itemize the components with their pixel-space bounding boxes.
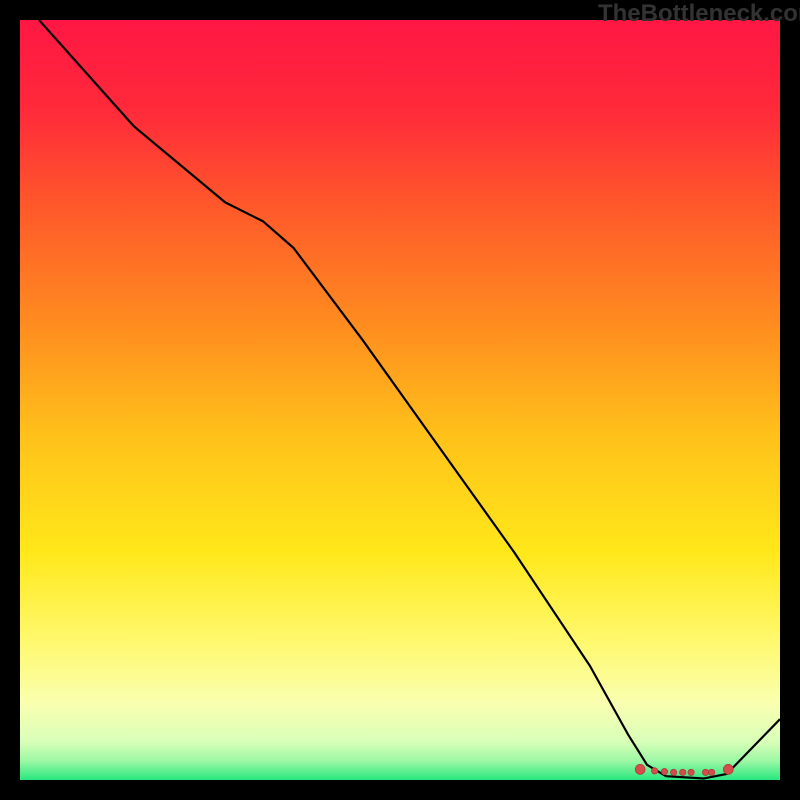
bottleneck-curve <box>39 20 780 778</box>
optimal-marker <box>661 768 667 774</box>
optimal-marker <box>723 764 733 774</box>
curve-layer <box>0 0 800 800</box>
watermark-text: TheBottleneck.com <box>598 0 800 28</box>
optimal-marker <box>635 764 645 774</box>
optimal-marker <box>702 769 708 775</box>
optimal-marker <box>651 768 657 774</box>
optimal-marker <box>670 769 676 775</box>
chart-container: TheBottleneck.com <box>0 0 800 800</box>
optimal-marker <box>708 769 714 775</box>
optimal-marker <box>680 769 686 775</box>
optimal-marker <box>688 769 694 775</box>
